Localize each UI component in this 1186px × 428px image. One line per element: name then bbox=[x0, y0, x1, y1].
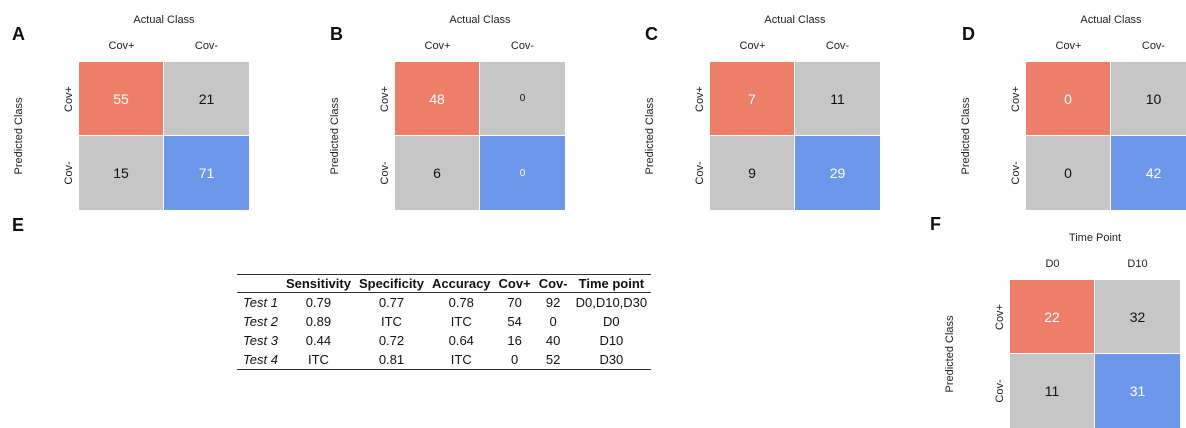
table-cell: 0.44 bbox=[305, 333, 332, 348]
row-label-a: Cov+ bbox=[63, 86, 75, 112]
y-axis-title-c: Predicted Class bbox=[644, 97, 656, 175]
row-label-c: Cov+ bbox=[694, 86, 706, 112]
matrix-cell-f: 31 bbox=[1095, 354, 1180, 428]
table-row: Test 1 0.79 0.77 0.78 70 92 D0,D10,D30 bbox=[237, 293, 651, 313]
matrix-cell-c: 9 bbox=[710, 136, 795, 210]
y-axis-title-f: Predicted Class bbox=[944, 315, 956, 393]
column-label-c: Cov+ bbox=[739, 40, 766, 52]
table-cell: D30 bbox=[571, 350, 652, 370]
panel-letter-e: E bbox=[12, 215, 25, 235]
table-cell: ITC bbox=[281, 350, 355, 370]
table-cell: 92 bbox=[545, 295, 561, 310]
matrix-cell-c: 29 bbox=[795, 136, 880, 210]
table-cell: ITC bbox=[428, 350, 495, 370]
table-row: Test 4 ITC 0.81 ITC 0 52 D30 bbox=[237, 350, 652, 370]
matrix-title-b: Actual Class bbox=[449, 14, 511, 26]
matrix-cell-d: 0 bbox=[1026, 136, 1111, 210]
table-cell: D0,D10,D30 bbox=[575, 295, 648, 310]
y-axis-title-a: Predicted Class bbox=[13, 97, 25, 175]
table-cell: 0.81 bbox=[354, 350, 428, 370]
panel-letter-c: C bbox=[645, 24, 658, 44]
table-cell: 0.79 bbox=[305, 295, 332, 310]
row-label: Test 1 bbox=[243, 295, 278, 310]
row-label-f: Cov- bbox=[994, 379, 1006, 403]
table-cell: 70 bbox=[507, 295, 522, 310]
matrix-cell-d: 10 bbox=[1111, 62, 1186, 136]
row-label: Test 2 bbox=[243, 314, 278, 329]
table-cell: ITC bbox=[381, 314, 402, 329]
panel-letter-a: A bbox=[12, 24, 25, 44]
column-label-f: D10 bbox=[1127, 258, 1148, 270]
table-cell: 0.78 bbox=[448, 295, 474, 310]
row-label: Test 4 bbox=[237, 350, 282, 370]
table-cell: 0.64 bbox=[448, 333, 474, 348]
table-cell: 0.77 bbox=[378, 295, 405, 310]
table-cell: 0 bbox=[494, 350, 535, 370]
table-cell: 52 bbox=[534, 350, 572, 370]
panel-letter-b: B bbox=[330, 24, 343, 44]
matrix-title-a: Actual Class bbox=[133, 14, 195, 26]
matrix-cell-f: 32 bbox=[1095, 280, 1180, 354]
panel-letter-d: D bbox=[962, 24, 975, 44]
table-cell: ITC bbox=[450, 314, 472, 329]
matrix-cell-b: 6 bbox=[395, 136, 480, 210]
metrics-table: Sensitivity Specificity Accuracy Cov+ Cov- Ti… bbox=[237, 274, 652, 370]
matrix-cell-a: 21 bbox=[164, 62, 249, 136]
table-header: Sensitivity bbox=[281, 274, 355, 293]
table-header: Accuracy bbox=[428, 274, 495, 293]
matrix-cell-f: 11 bbox=[1010, 354, 1095, 428]
matrix-cell-a: 15 bbox=[79, 136, 164, 210]
row-label-a: Cov- bbox=[63, 161, 75, 185]
table-cell: D10 bbox=[599, 333, 624, 348]
matrix-cell-d: 0 bbox=[1026, 62, 1111, 136]
table-cell: 0 bbox=[549, 314, 557, 329]
matrix-cell-b: 0 bbox=[480, 136, 565, 210]
table-cell: 0.89 bbox=[305, 314, 332, 329]
table-header: Cov- bbox=[534, 274, 572, 293]
matrix-title-c: Actual Class bbox=[764, 14, 826, 26]
column-label-f: D0 bbox=[1045, 258, 1060, 270]
y-axis-title-d: Predicted Class bbox=[960, 97, 972, 175]
table-cell: D0 bbox=[603, 314, 620, 329]
panel-letter-f: F bbox=[930, 214, 941, 234]
matrix-cell-c: 11 bbox=[795, 62, 880, 136]
column-label-b: Cov- bbox=[510, 40, 535, 52]
matrix-cell-b: 48 bbox=[395, 62, 480, 136]
column-label-b: Cov+ bbox=[424, 40, 451, 52]
matrix-cell-f: 22 bbox=[1010, 280, 1095, 354]
column-label-a: Cov- bbox=[194, 40, 219, 52]
matrix-cell-a: 55 bbox=[79, 62, 164, 136]
matrix-title-f: Time Point bbox=[1068, 232, 1122, 244]
table-row: Test 2 0.89 ITC ITC 54 0 D0 bbox=[237, 312, 651, 331]
table-header: Specificity bbox=[354, 274, 428, 293]
matrix-title-d: Actual Class bbox=[1080, 14, 1142, 26]
column-label-c: Cov- bbox=[825, 40, 850, 52]
table-cell: 0.72 bbox=[378, 333, 405, 348]
row-label-b: Cov+ bbox=[379, 86, 391, 112]
row-label-c: Cov- bbox=[694, 161, 706, 185]
row-label-b: Cov- bbox=[379, 161, 391, 185]
table-cell: 16 bbox=[507, 333, 522, 348]
table-header bbox=[237, 274, 282, 293]
y-axis-title-b: Predicted Class bbox=[329, 97, 341, 175]
row-label-f: Cov+ bbox=[994, 304, 1006, 330]
matrix-cell-a: 71 bbox=[164, 136, 249, 210]
matrix-cell-c: 7 bbox=[710, 62, 795, 136]
table-header-row: Sensitivity Specificity Accuracy Cov+ Cov- Ti… bbox=[237, 274, 652, 293]
column-label-d: Cov- bbox=[1141, 40, 1166, 52]
matrix-cell-d: 42 bbox=[1111, 136, 1186, 210]
table-row: Test 3 0.44 0.72 0.64 16 40 D10 bbox=[237, 331, 651, 350]
table-header: Time point bbox=[571, 274, 652, 293]
row-label-d: Cov+ bbox=[1010, 86, 1022, 112]
table-cell: 40 bbox=[545, 333, 561, 348]
table-cell: 54 bbox=[507, 314, 522, 329]
row-label-d: Cov- bbox=[1010, 161, 1022, 185]
table-header: Cov+ bbox=[494, 274, 535, 293]
column-label-a: Cov+ bbox=[108, 40, 135, 52]
column-label-d: Cov+ bbox=[1055, 40, 1082, 52]
row-label: Test 3 bbox=[243, 333, 278, 348]
matrix-cell-b: 0 bbox=[480, 62, 565, 136]
